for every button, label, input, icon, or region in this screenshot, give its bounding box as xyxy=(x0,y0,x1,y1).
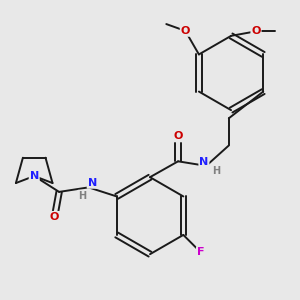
Text: F: F xyxy=(197,247,204,257)
Text: O: O xyxy=(181,26,190,36)
Text: N: N xyxy=(88,178,97,188)
Text: N: N xyxy=(199,157,208,167)
Text: O: O xyxy=(173,131,183,141)
Text: O: O xyxy=(50,212,59,222)
Text: H: H xyxy=(212,166,220,176)
Text: O: O xyxy=(251,26,261,36)
Text: H: H xyxy=(78,190,86,200)
Text: N: N xyxy=(30,171,39,181)
